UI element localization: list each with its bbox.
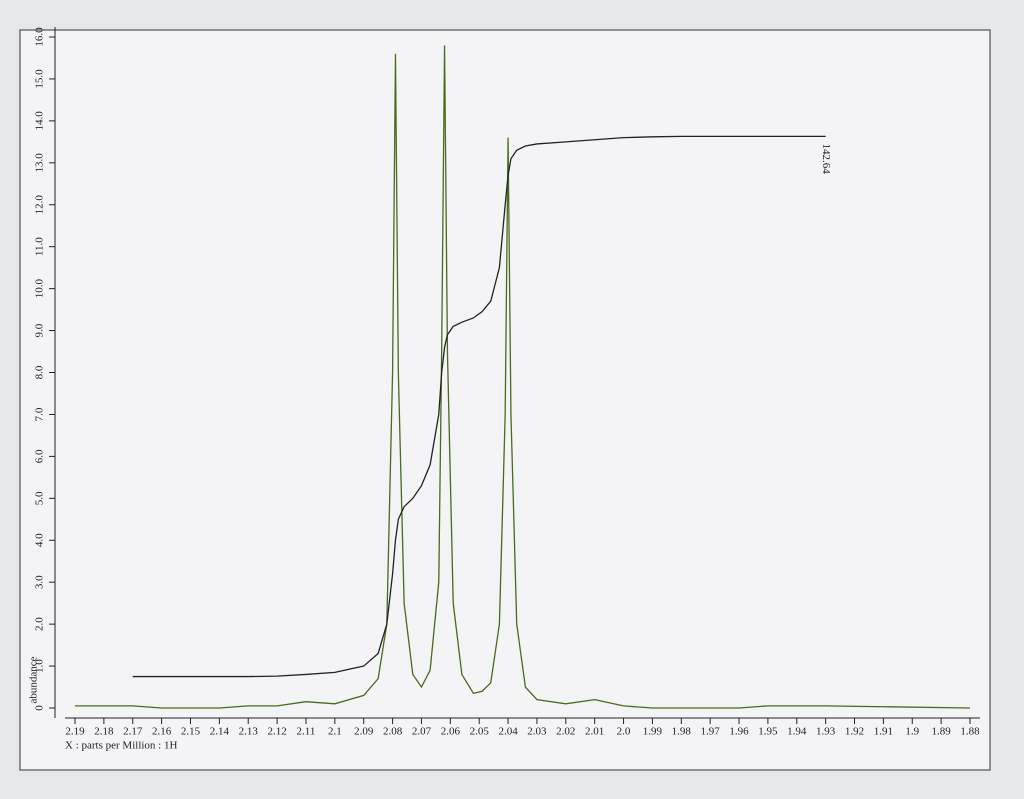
x-tick-label: 2.12	[267, 726, 286, 738]
x-tick-label: 2.15	[181, 726, 201, 738]
x-tick-label: 1.96	[729, 726, 749, 738]
x-tick-label: 2.13	[239, 726, 259, 738]
y-tick-label: 5.0	[34, 491, 46, 505]
x-tick-label: 1.88	[960, 726, 980, 738]
y-tick-label: 16.0	[34, 27, 46, 47]
x-tick-label: 2.09	[354, 726, 374, 738]
annotation: 142.64	[820, 143, 832, 174]
x-tick-label: 1.89	[932, 726, 952, 738]
x-tick-label: 2.1	[328, 726, 342, 738]
y-tick-label: 11.0	[34, 237, 46, 256]
x-axis-label: X : parts per Million : 1H	[65, 740, 177, 752]
x-tick-label: 1.94	[787, 726, 807, 738]
y-tick-label: 6.0	[34, 449, 46, 463]
y-tick-label: 13.0	[34, 153, 46, 173]
y-tick-label: 0	[34, 705, 46, 711]
y-tick-label: 9.0	[34, 323, 46, 337]
x-tick-label: 2.01	[585, 726, 604, 738]
y-tick-label: 10.0	[34, 279, 46, 299]
x-tick-label: 2.05	[470, 726, 490, 738]
x-tick-label: 2.07	[412, 726, 432, 738]
x-tick-label: 1.95	[758, 726, 778, 738]
x-tick-label: 2.08	[383, 726, 403, 738]
y-tick-label: 1.0	[34, 659, 46, 673]
x-tick-label: 1.98	[672, 726, 692, 738]
x-tick-label: 2.02	[556, 726, 575, 738]
series-line	[75, 45, 971, 709]
x-tick-label: 1.9	[905, 726, 919, 738]
x-tick-label: 1.92	[845, 726, 864, 738]
y-tick-label: 7.0	[34, 407, 46, 421]
x-tick-label: 2.18	[94, 726, 114, 738]
x-tick-label: 2.04	[498, 726, 518, 738]
y-tick-label: 3.0	[34, 575, 46, 589]
series-line	[132, 135, 826, 678]
x-tick-label: 1.97	[701, 726, 721, 738]
x-tick-label: 1.99	[643, 726, 663, 738]
x-tick-label: 2.16	[152, 726, 172, 738]
y-tick-label: 8.0	[34, 365, 46, 379]
y-tick-label: 12.0	[34, 195, 46, 215]
x-tick-label: 1.91	[874, 726, 893, 738]
y-tick-label: 15.0	[34, 69, 46, 89]
y-axis-label: abundance	[28, 656, 40, 703]
y-tick-label: 14.0	[34, 111, 46, 131]
y-tick-label: 4.0	[34, 533, 46, 547]
x-tick-label: 2.19	[65, 726, 85, 738]
x-tick-label: 2.17	[123, 726, 143, 738]
x-tick-label: 1.93	[816, 726, 836, 738]
y-tick-label: 2.0	[34, 617, 46, 631]
x-tick-label: 2.14	[210, 726, 230, 738]
x-tick-label: 2.0	[617, 726, 631, 738]
x-tick-label: 2.06	[441, 726, 461, 738]
x-tick-label: 2.03	[527, 726, 547, 738]
x-tick-label: 2.11	[297, 726, 316, 738]
